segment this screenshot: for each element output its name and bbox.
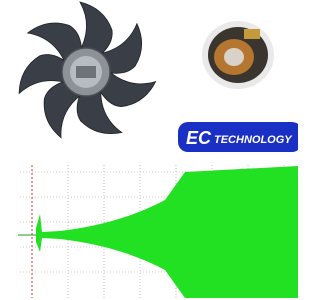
badge: EC TECHNOLOGY [178,122,298,152]
page: EC TECHNOLOGY [0,0,298,300]
badge-brand: EC [186,128,212,148]
motor [202,21,274,89]
badge-label: TECHNOLOGY [214,134,293,146]
